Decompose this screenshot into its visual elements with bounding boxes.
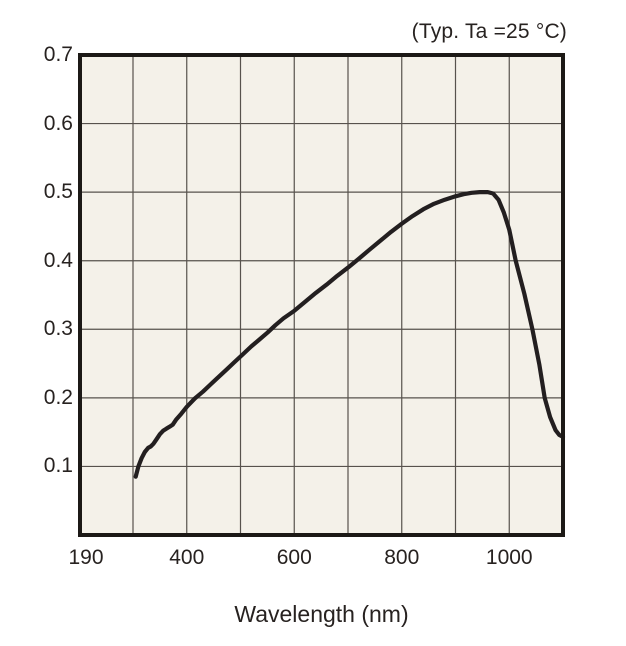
x-tick-label: 800: [384, 546, 420, 569]
y-tick-label: 0.1: [43, 454, 73, 478]
y-tick-label: 0.5: [43, 180, 73, 204]
plot-border: [78, 53, 565, 537]
spectral-response-curve: [133, 190, 566, 479]
y-tick-label: 0.6: [43, 111, 73, 135]
plot-background: [80, 55, 563, 535]
y-tick-label: 0.2: [43, 385, 73, 409]
x-tick-label: 1000: [485, 546, 533, 569]
y-tick-label: 0.3: [43, 317, 73, 341]
x-tick-label: 400: [169, 546, 205, 569]
x-tick-label: 600: [276, 546, 312, 569]
y-tick-label: 0.7: [43, 43, 73, 66]
measurement-condition-label: (Typ. Ta =25 °C): [411, 20, 567, 43]
x-tick-label: 190: [68, 546, 104, 569]
y-tick-label: 0.4: [43, 248, 73, 272]
x-axis-label: Wavelength (nm): [234, 601, 409, 627]
